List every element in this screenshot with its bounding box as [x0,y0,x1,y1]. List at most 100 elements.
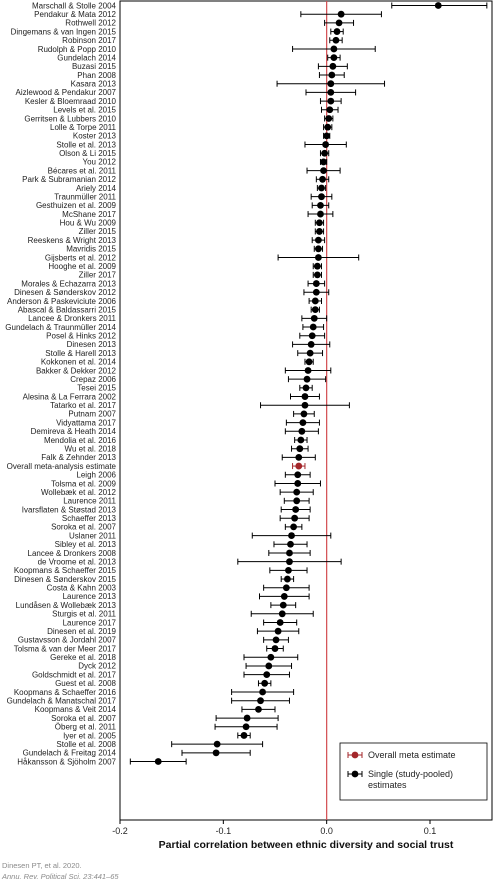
point-estimate [315,254,322,261]
x-tick-label: -0.2 [112,826,128,836]
study-label: Putnam 2007 [68,410,116,419]
study-label: Gereke et al. 2018 [50,653,116,662]
point-estimate [330,54,338,62]
study-label: Marschall & Stolle 2004 [32,1,117,10]
study-row: Lancee & Dronkers 2008 [28,549,311,558]
study-row: Gereke et al. 2018 [50,653,299,662]
study-label: Hooghe et al. 2009 [48,262,116,271]
study-row: Alesina & La Ferrara 2002 [23,392,320,401]
study-row: Gerritsen & Lubbers 2010 [24,114,334,123]
study-label: Kasara 2013 [71,80,117,89]
point-estimate [315,236,322,244]
study-label: Lancee & Dronkers 2008 [28,549,117,558]
x-axis-title: Partial correlation between ethnic diver… [159,839,454,851]
study-row: Hou & Wu 2009 [60,219,325,228]
study-label: Posel & Hinks 2012 [46,332,116,341]
study-row: Phan 2008 [77,71,345,80]
study-row: Wollebæk et al. 2012 [41,488,314,497]
study-label: Wollebæk et al. 2012 [41,488,117,497]
study-row: Ziller 2015 [79,227,325,236]
study-label: Dyck 2012 [78,662,116,671]
point-estimate [332,36,340,44]
study-row: Ivarsflaten & Støstad 2013 [22,505,311,514]
point-estimate [291,514,299,522]
study-label: Rudolph & Popp 2010 [38,45,117,54]
point-estimate [298,427,306,435]
x-axis: -0.2 -0.1 0.0 0.1 Partial correlation betwee… [112,820,454,851]
study-row: Lancee & Dronkers 2011 [28,314,328,323]
study-row: Wu et al. 2018 [65,444,309,453]
point-estimate [324,123,332,131]
study-label: Anderson & Paskeviciute 2006 [7,297,117,306]
study-label: Hou & Wu 2009 [60,219,117,228]
point-estimate [328,71,336,79]
study-row: Laurence 2011 [63,497,310,506]
study-row: Bakker & Dekker 2012 [36,366,332,375]
study-row: Uslaner 2011 [69,531,332,540]
study-label: Koster 2013 [73,132,117,141]
study-row: Anderson & Paskeviciute 2006 [7,297,322,306]
point-estimate [213,740,221,748]
legend-entry: Overall meta estimate [347,750,456,760]
point-estimate [274,627,282,635]
study-label: Ziller 2015 [79,227,117,236]
study-row: Abascal & Baldassarri 2015 [18,305,320,314]
study-row: Dinesen & Sønderskov 2015 [14,575,295,584]
point-estimate [294,471,302,479]
study-label: Levels et al. 2015 [53,106,116,115]
study-label: Tolsma et al. 2009 [51,479,116,488]
point-estimate [271,645,279,652]
point-estimate [310,314,318,322]
study-label: Stolle & Harell 2013 [45,349,116,358]
study-label: Abascal & Baldassarri 2015 [18,305,117,314]
study-row: Leigh 2006 [76,471,311,480]
point-estimate [320,158,327,166]
study-label: Demireva & Heath 2014 [31,427,117,436]
point-estimate [305,358,313,366]
plot-border [119,0,493,821]
point-estimate [335,19,343,27]
point-estimate [284,575,291,583]
point-estimate [325,115,333,122]
point-estimate [318,184,325,192]
study-label: Gundelach & Traunmüller 2014 [5,323,116,332]
study-label: Wu et al. 2018 [65,444,117,453]
study-label: Iyer et al. 2005 [63,731,116,740]
study-label: Laurence 2017 [63,618,117,627]
study-row: Posel & Hinks 2012 [46,332,326,341]
study-row: Ariely 2014 [76,184,327,193]
plot-frame [119,0,493,821]
study-row: Öberg et al. 2011 [55,723,278,732]
citation-authors: Dinesen PT, et al. 2020. [2,861,82,870]
point-estimate [319,175,326,183]
legend-label: Single (study-pooled) estimates [368,769,453,790]
study-row: Demireva & Heath 2014 [31,427,319,436]
study-row: Laurence 2017 [63,618,298,627]
point-estimate [297,436,305,444]
study-label: Lolle & Torpe 2011 [50,123,117,132]
study-label: Olson & Li 2015 [59,149,116,158]
study-label: Laurence 2013 [63,592,117,601]
point-estimate [327,97,335,105]
point-estimate [301,401,309,409]
study-row: Gundelach 2014 [57,53,341,62]
point-estimate [312,280,320,287]
point-estimate [302,384,310,392]
study-label: Stolle et al. 2008 [56,740,116,749]
point-estimate [317,201,324,209]
point-estimate [255,705,262,713]
study-label: Robinson 2017 [62,36,116,45]
study-row: Costa & Kahn 2003 [47,584,310,593]
point-estimate [154,758,162,765]
study-row: Gundelach & Freitag 2014 [23,749,251,758]
study-label: Mendolia et al. 2016 [44,436,117,445]
point-estimate [285,566,292,574]
study-row: Kokkonen et al. 2014 [41,358,314,367]
study-label: Gundelach & Freitag 2014 [23,749,117,758]
study-label: Bécares et al. 2011 [48,166,117,175]
study-row: Goldschmidt et al. 2017 [32,670,290,679]
study-row: Gijsberts et al. 2012 [45,253,360,262]
study-label: Goldschmidt et al. 2017 [32,670,117,679]
study-row: Schaeffer 2013 [62,514,310,523]
